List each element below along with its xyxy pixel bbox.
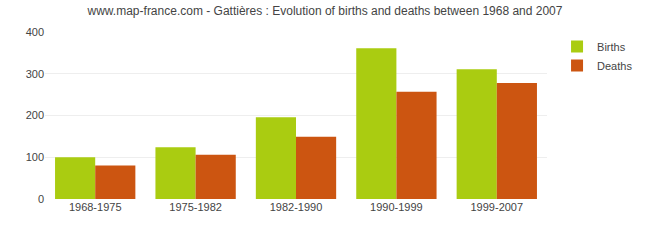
svg-text:1982-1990: 1982-1990 — [270, 201, 323, 213]
svg-text:1990-1999: 1990-1999 — [370, 201, 423, 213]
svg-text:300: 300 — [26, 68, 44, 80]
svg-text:400: 400 — [26, 26, 44, 38]
svg-text:Births: Births — [597, 41, 626, 53]
svg-text:1999-2007: 1999-2007 — [470, 201, 523, 213]
svg-text:1968-1975: 1968-1975 — [69, 201, 122, 213]
svg-text:0: 0 — [38, 193, 44, 205]
svg-text:Deaths: Deaths — [597, 60, 632, 72]
svg-text:100: 100 — [26, 151, 44, 163]
svg-text:1975-1982: 1975-1982 — [169, 201, 222, 213]
svg-text:www.map-france.com - Gattières: www.map-france.com - Gattières : Evoluti… — [87, 4, 563, 18]
svg-text:200: 200 — [26, 109, 44, 121]
